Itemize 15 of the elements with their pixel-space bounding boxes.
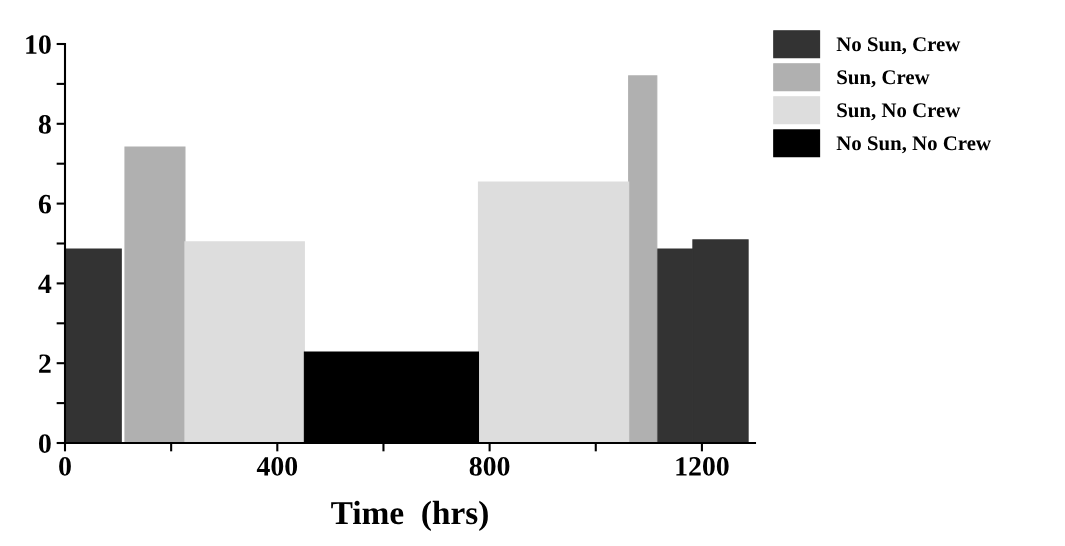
y-tick-label: 4: [38, 274, 52, 294]
x-tick-label: 800: [469, 457, 510, 476]
x-axis-title: Time (hrs): [331, 500, 488, 532]
x-tick-label: 400: [256, 457, 298, 476]
y-tick-label: 6: [38, 194, 51, 214]
legend-label: No Sun, No Crew: [836, 136, 991, 154]
y-tick-label: 8: [38, 114, 51, 134]
x-tick-label: 1200: [676, 457, 729, 476]
y-tick-label: 2: [39, 354, 51, 373]
y-tick-label: 0: [38, 434, 51, 453]
x-tick-label: 0: [59, 457, 71, 476]
y-tick-label: 10: [26, 35, 51, 54]
legend-label: No Sun, Crew: [836, 37, 961, 55]
legend-label: Sun, Crew: [837, 70, 930, 88]
legend-label: Sun, No Crew: [837, 103, 961, 121]
